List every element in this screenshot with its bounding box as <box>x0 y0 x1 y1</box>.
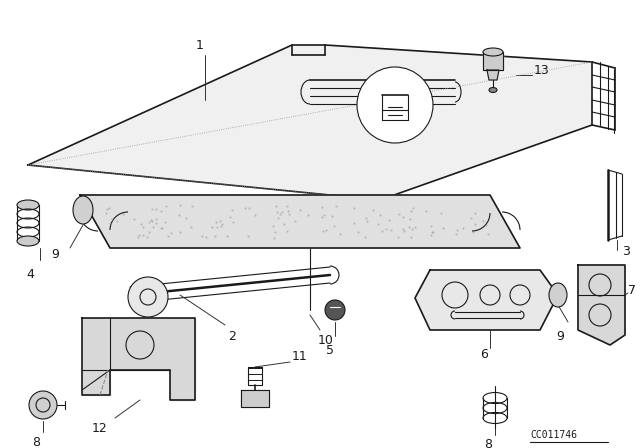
Text: 5: 5 <box>326 344 334 357</box>
Text: 7: 7 <box>628 284 636 297</box>
Polygon shape <box>241 390 269 407</box>
Text: 11: 11 <box>292 349 308 362</box>
Text: 4: 4 <box>26 268 34 281</box>
Text: 6: 6 <box>480 348 488 361</box>
Text: 3: 3 <box>622 245 630 258</box>
Polygon shape <box>578 265 625 345</box>
Circle shape <box>325 300 345 320</box>
Text: 13: 13 <box>534 64 550 77</box>
Polygon shape <box>483 52 503 70</box>
Ellipse shape <box>73 196 93 224</box>
Polygon shape <box>82 318 195 400</box>
Ellipse shape <box>483 48 503 56</box>
Polygon shape <box>487 70 499 80</box>
Polygon shape <box>80 195 520 248</box>
Ellipse shape <box>489 87 497 92</box>
Ellipse shape <box>549 283 567 307</box>
Text: CC011746: CC011746 <box>530 430 577 440</box>
Ellipse shape <box>17 236 39 246</box>
Ellipse shape <box>17 200 39 210</box>
Polygon shape <box>415 270 558 330</box>
Circle shape <box>357 67 433 143</box>
Text: 9: 9 <box>51 248 59 261</box>
Text: 12: 12 <box>92 422 108 435</box>
Text: 8: 8 <box>32 436 40 448</box>
Circle shape <box>29 391 57 419</box>
Text: 1: 1 <box>196 39 204 52</box>
Text: 10: 10 <box>318 334 334 347</box>
Circle shape <box>128 277 168 317</box>
Polygon shape <box>28 45 592 200</box>
Text: 9: 9 <box>556 330 564 343</box>
Text: 2: 2 <box>228 330 236 343</box>
Text: 8: 8 <box>484 438 492 448</box>
